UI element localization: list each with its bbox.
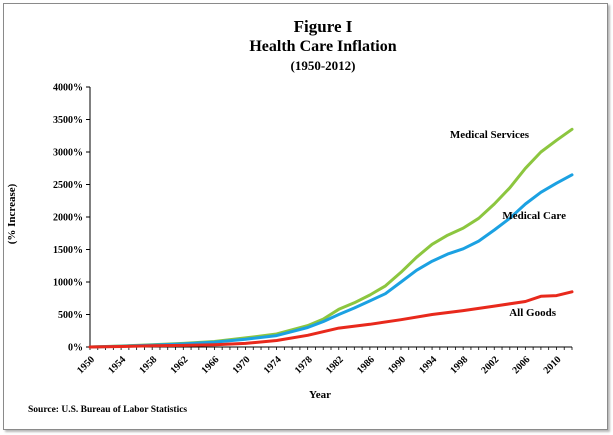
x-tick-label: 1958 — [137, 354, 159, 376]
chart-subtitle: Health Care Inflation — [249, 38, 396, 55]
x-tick-label: 2010 — [542, 354, 564, 376]
x-tick-label: 1986 — [355, 354, 377, 376]
y-tick-label: 4000% — [53, 83, 83, 94]
chart-title: Figure I — [294, 17, 353, 36]
x-tick-label: 2006 — [511, 354, 533, 376]
y-tick-label: 3500% — [53, 115, 83, 126]
x-axis-label: Year — [309, 389, 331, 401]
figure-frame — [3, 3, 608, 430]
x-tick-label: 1978 — [293, 354, 315, 376]
series-label-all-goods: All Goods — [509, 307, 556, 319]
x-tick-label: 1962 — [168, 354, 190, 376]
y-tick-label: 3000% — [53, 148, 83, 159]
y-tick-label: 0% — [68, 343, 83, 354]
y-tick-label: 1500% — [53, 245, 83, 256]
chart-period: (1950-2012) — [291, 58, 356, 73]
source-note: Source: U.S. Bureau of Labor Statistics — [28, 405, 187, 415]
x-tick-label: 1950 — [75, 354, 97, 376]
series-labels: Medical Services Medical Care All Goods — [450, 129, 566, 319]
series-label-medical-services: Medical Services — [450, 129, 530, 141]
series-line-medical-services — [88, 127, 574, 349]
x-tick-label: 1990 — [386, 354, 408, 376]
series-lines — [88, 127, 574, 349]
x-tick-label: 1994 — [417, 354, 439, 376]
series-line-medical-care — [88, 173, 574, 349]
y-tick-label: 500% — [58, 310, 83, 321]
y-tick-label: 2500% — [53, 180, 83, 191]
x-tick-label: 1982 — [324, 354, 346, 376]
x-tick-label: 1954 — [106, 354, 128, 376]
series-label-medical-care: Medical Care — [502, 210, 566, 222]
x-tick-label: 1970 — [231, 354, 253, 376]
x-tick-label: 2002 — [479, 354, 501, 376]
y-axis-label: (% Increase) — [6, 183, 18, 244]
y-tick-label: 2000% — [53, 213, 83, 224]
y-tick-label: 1000% — [53, 278, 83, 289]
x-tick-label: 1998 — [448, 354, 470, 376]
x-tick-label: 1966 — [200, 354, 222, 376]
x-tick-label: 1974 — [262, 354, 284, 376]
series-line-all-goods — [88, 290, 574, 349]
